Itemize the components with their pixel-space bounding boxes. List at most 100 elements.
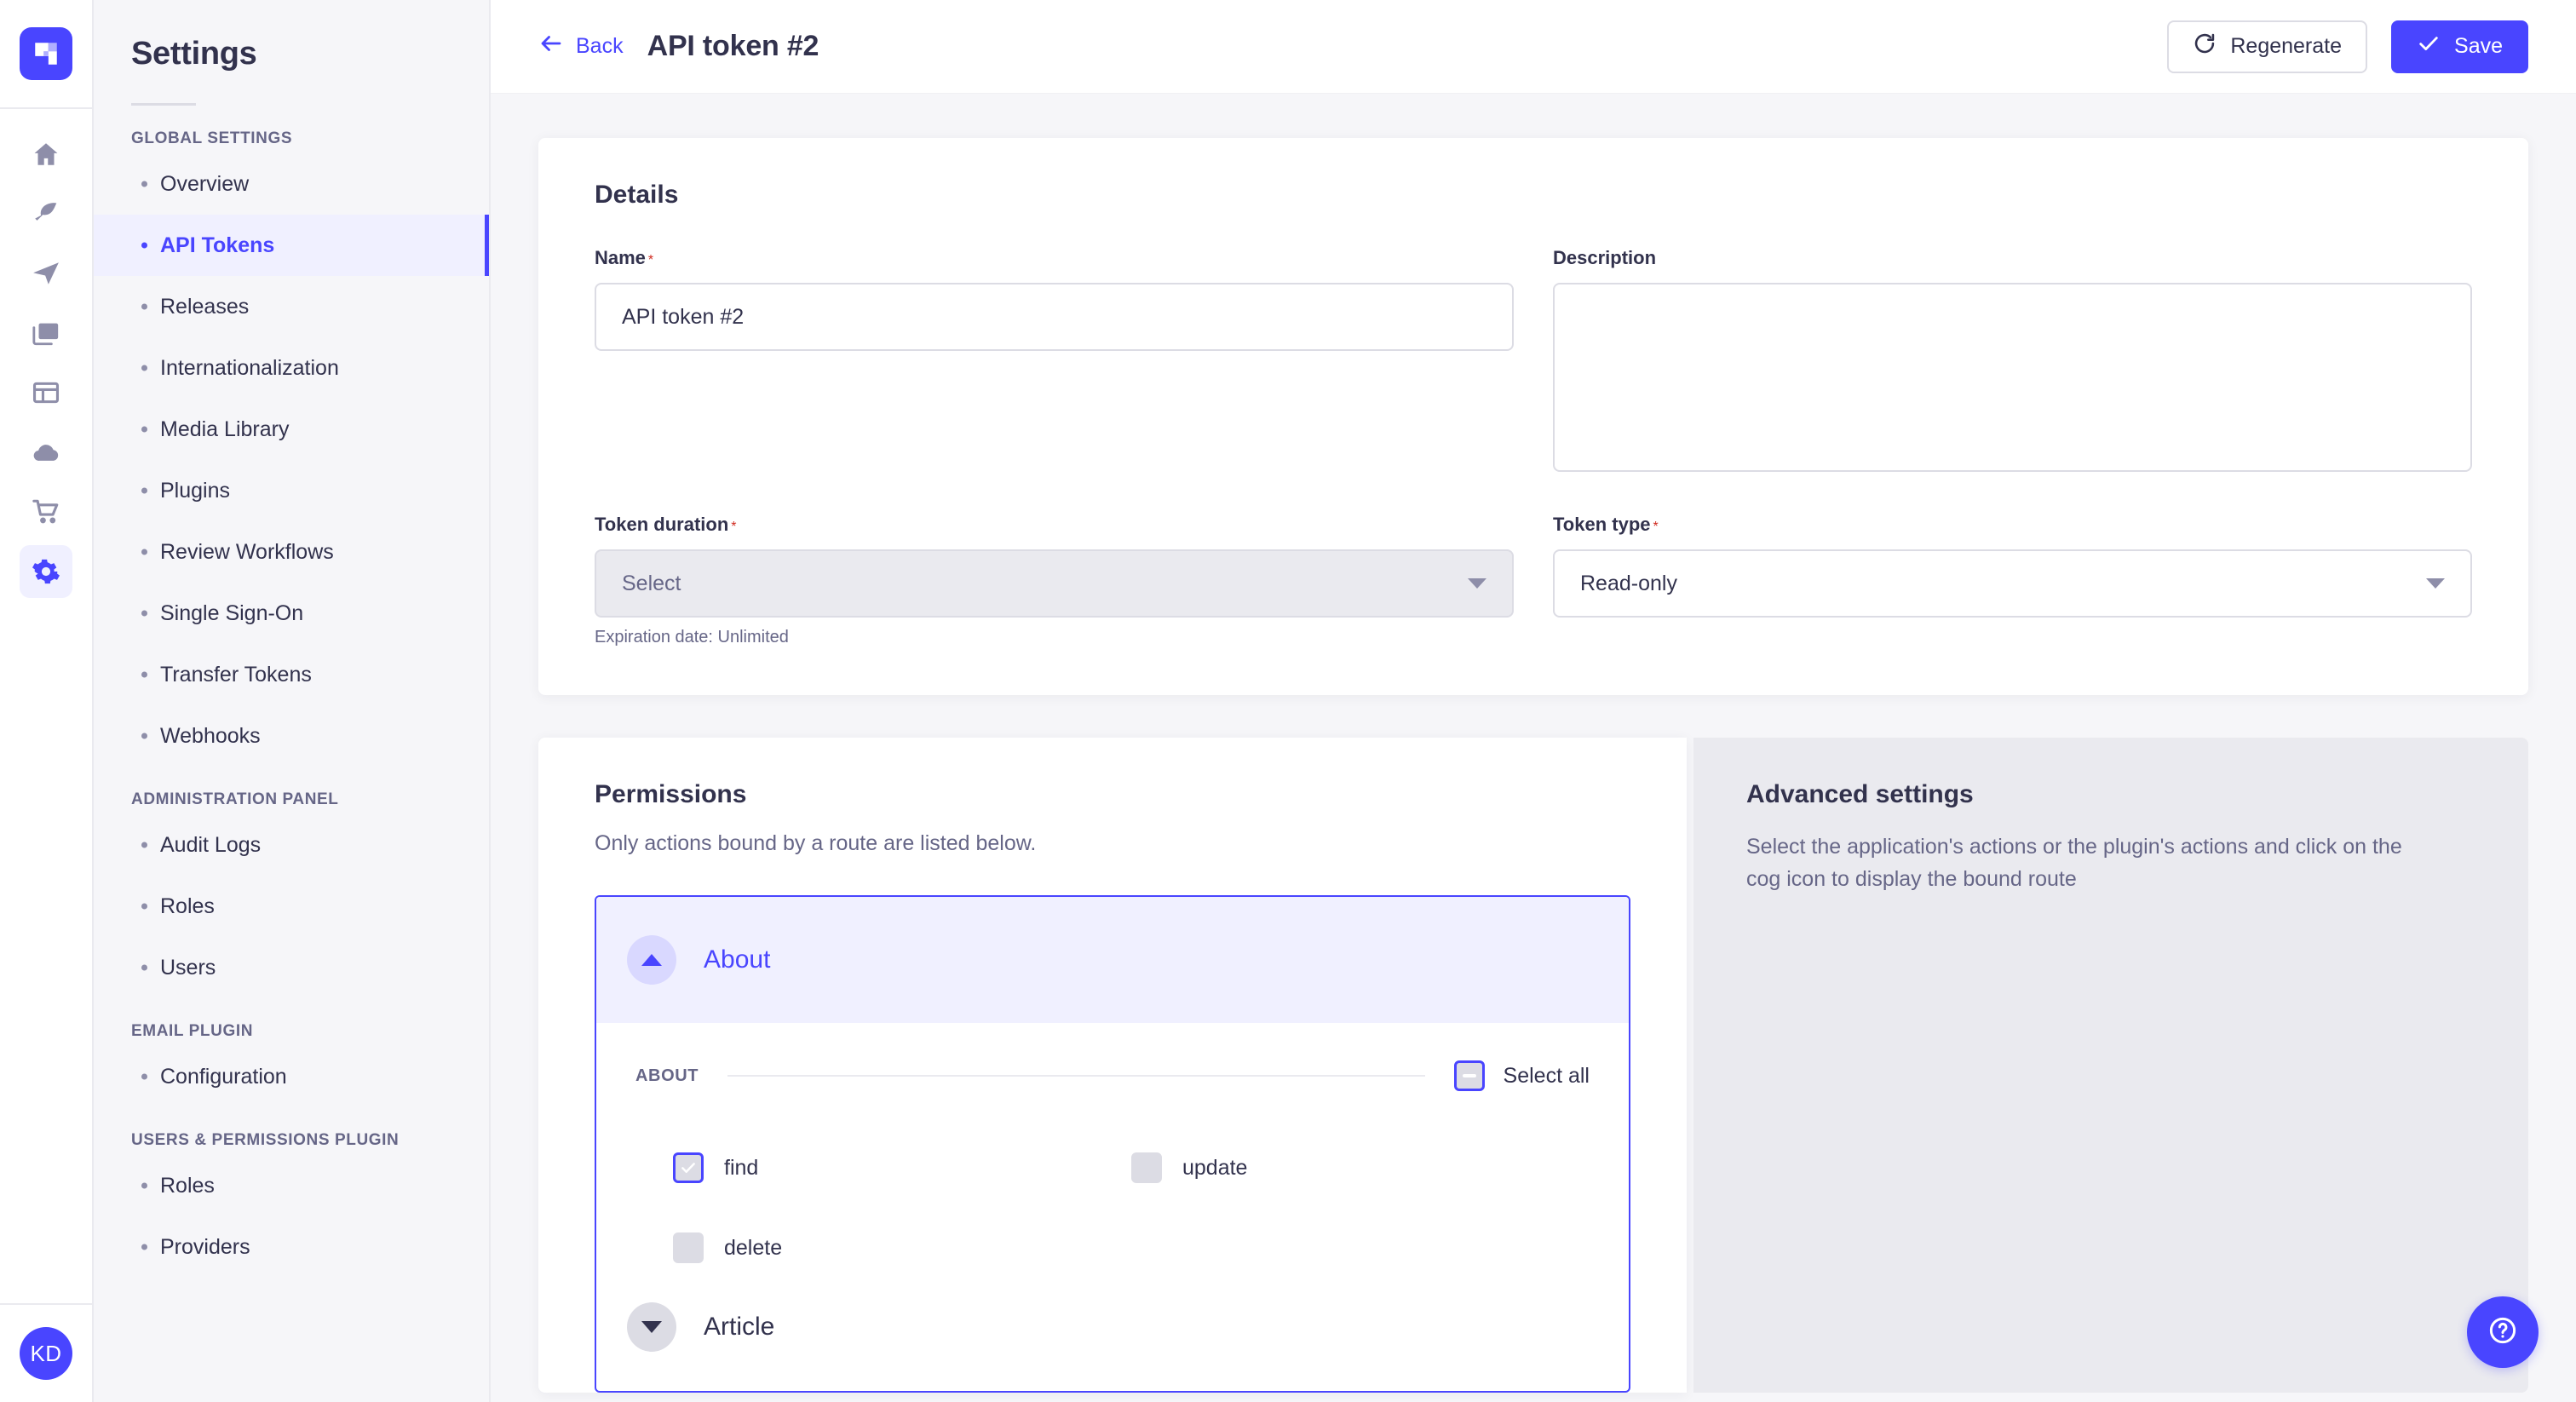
save-label: Save — [2454, 34, 2503, 58]
sidebar-item-overview[interactable]: Overview — [94, 153, 489, 215]
sidebar-item-api-tokens[interactable]: API Tokens — [94, 215, 489, 276]
sidebar-item-internationalization[interactable]: Internationalization — [94, 337, 489, 399]
sidebar-item-label: Overview — [160, 171, 250, 196]
nav-group-label-email-plugin: EMAIL PLUGIN — [131, 1022, 254, 1040]
sidebar-item-review-workflows[interactable]: Review Workflows — [94, 521, 489, 583]
main-region: Back API token #2 Regenerate — [491, 0, 2576, 1402]
actions-grid-spacer — [1131, 1232, 1590, 1263]
sidebar-item-admin-roles[interactable]: Roles — [94, 876, 489, 937]
settings-gear-icon[interactable] — [20, 545, 72, 598]
required-asterisk: * — [647, 253, 654, 267]
description-textarea[interactable] — [1553, 283, 2472, 472]
regenerate-button[interactable]: Regenerate — [2167, 20, 2368, 73]
details-card: Details Name* Description — [538, 138, 2528, 695]
page-content: Details Name* Description — [491, 94, 2576, 1402]
settings-title: Settings — [131, 36, 257, 72]
sidebar-item-label: Releases — [160, 294, 250, 319]
bullet-icon — [141, 610, 147, 617]
name-input[interactable] — [595, 283, 1514, 351]
bullet-icon — [141, 964, 147, 971]
select-all-checkbox-group[interactable]: Select all — [1453, 1060, 1590, 1091]
page-title: API token #2 — [647, 30, 819, 62]
help-button[interactable] — [2467, 1296, 2539, 1368]
media-library-icon[interactable] — [20, 307, 72, 359]
required-asterisk: * — [1653, 520, 1659, 534]
sidebar-item-label: API Tokens — [160, 233, 275, 257]
select-all-checkbox[interactable] — [1453, 1060, 1485, 1091]
content-manager-icon[interactable] — [20, 187, 72, 240]
about-section-label: ABOUT — [635, 1066, 699, 1085]
sidebar-item-label: Single Sign-On — [160, 600, 304, 625]
token-type-select[interactable]: Read-only — [1553, 549, 2472, 618]
bullet-icon — [141, 487, 147, 494]
sidebar-item-webhooks[interactable]: Webhooks — [94, 705, 489, 767]
sidebar-item-releases[interactable]: Releases — [94, 276, 489, 337]
checkbox-update[interactable] — [1131, 1152, 1162, 1183]
home-icon[interactable] — [20, 128, 72, 181]
checkbox-find[interactable] — [673, 1152, 704, 1183]
page-header: Back API token #2 Regenerate — [491, 0, 2576, 94]
bullet-icon — [141, 426, 147, 433]
avatar[interactable]: KD — [20, 1327, 72, 1380]
sidebar-item-up-providers[interactable]: Providers — [94, 1216, 489, 1278]
rail-items — [20, 128, 72, 1303]
back-button[interactable]: Back — [538, 31, 624, 62]
back-label: Back — [576, 34, 624, 58]
nav-group-label-users-permissions: USERS & PERMISSIONS PLUGIN — [131, 1131, 400, 1149]
accordion-header-about[interactable]: About — [596, 897, 1629, 1023]
sidebar-item-transfer-tokens[interactable]: Transfer Tokens — [94, 644, 489, 705]
accordion-header-article[interactable]: Article — [596, 1263, 1629, 1391]
action-update[interactable]: update — [1131, 1152, 1590, 1183]
plugins-paper-plane-icon[interactable] — [20, 247, 72, 300]
settings-sidebar: Settings GLOBAL SETTINGS Overview API To… — [94, 0, 491, 1402]
description-label: Description — [1553, 247, 1657, 268]
marketplace-cart-icon[interactable] — [20, 486, 72, 538]
section-divider — [727, 1075, 1425, 1077]
name-field-group: Name * — [595, 247, 1514, 476]
bullet-icon — [141, 242, 147, 249]
permissions-accordion: About ABOUT Select all — [595, 895, 1630, 1393]
token-duration-select[interactable]: Select — [595, 549, 1514, 618]
details-heading: Details — [595, 181, 679, 209]
permissions-row: Permissions Only actions bound by a rout… — [538, 738, 2528, 1393]
sidebar-item-plugins[interactable]: Plugins — [94, 460, 489, 521]
sidebar-item-up-roles[interactable]: Roles — [94, 1155, 489, 1216]
about-section-header: ABOUT Select all — [635, 1023, 1590, 1091]
bullet-icon — [141, 1244, 147, 1250]
sidebar-item-label: Review Workflows — [160, 539, 334, 564]
sidebar-item-media-library[interactable]: Media Library — [94, 399, 489, 460]
bullet-icon — [141, 733, 147, 739]
header-actions: Regenerate Save — [2167, 20, 2528, 73]
content-type-builder-icon[interactable] — [20, 366, 72, 419]
sidebar-item-single-sign-on[interactable]: Single Sign-On — [94, 583, 489, 644]
sidebar-item-label: Media Library — [160, 417, 290, 441]
strapi-logo-icon[interactable] — [20, 27, 72, 80]
advanced-settings-description: Select the application's actions or the … — [1746, 835, 2402, 891]
bullet-icon — [141, 549, 147, 555]
token-duration-label-row: Token duration * — [595, 514, 1514, 549]
save-button[interactable]: Save — [2391, 20, 2528, 73]
sidebar-item-audit-logs[interactable]: Audit Logs — [94, 814, 489, 876]
permissions-heading: Permissions — [595, 780, 747, 808]
sidebar-item-label: Plugins — [160, 478, 230, 503]
token-duration-value: Select — [622, 571, 681, 595]
nav-group-label-administration: ADMINISTRATION PANEL — [131, 790, 339, 808]
chevron-up-icon[interactable] — [627, 935, 676, 985]
sidebar-item-email-configuration[interactable]: Configuration — [94, 1046, 489, 1107]
action-find[interactable]: find — [673, 1152, 1131, 1183]
advanced-settings-panel: Advanced settings Select the application… — [1693, 738, 2528, 1393]
check-icon — [2417, 32, 2441, 61]
bullet-icon — [141, 365, 147, 371]
action-delete[interactable]: delete — [673, 1232, 1131, 1263]
description-field-group: Description — [1553, 247, 2472, 476]
checkbox-delete[interactable] — [673, 1232, 704, 1263]
sidebar-item-label: Roles — [160, 1173, 215, 1198]
chevron-down-icon — [1468, 578, 1486, 589]
token-type-label-row: Token type * — [1553, 514, 2472, 549]
token-duration-field-group: Token duration * Select Expiration date: … — [595, 514, 1514, 647]
token-duration-label: Token duration — [595, 514, 729, 535]
sidebar-item-admin-users[interactable]: Users — [94, 937, 489, 998]
chevron-down-icon[interactable] — [627, 1302, 676, 1352]
cloud-icon[interactable] — [20, 426, 72, 479]
bullet-icon — [141, 671, 147, 678]
